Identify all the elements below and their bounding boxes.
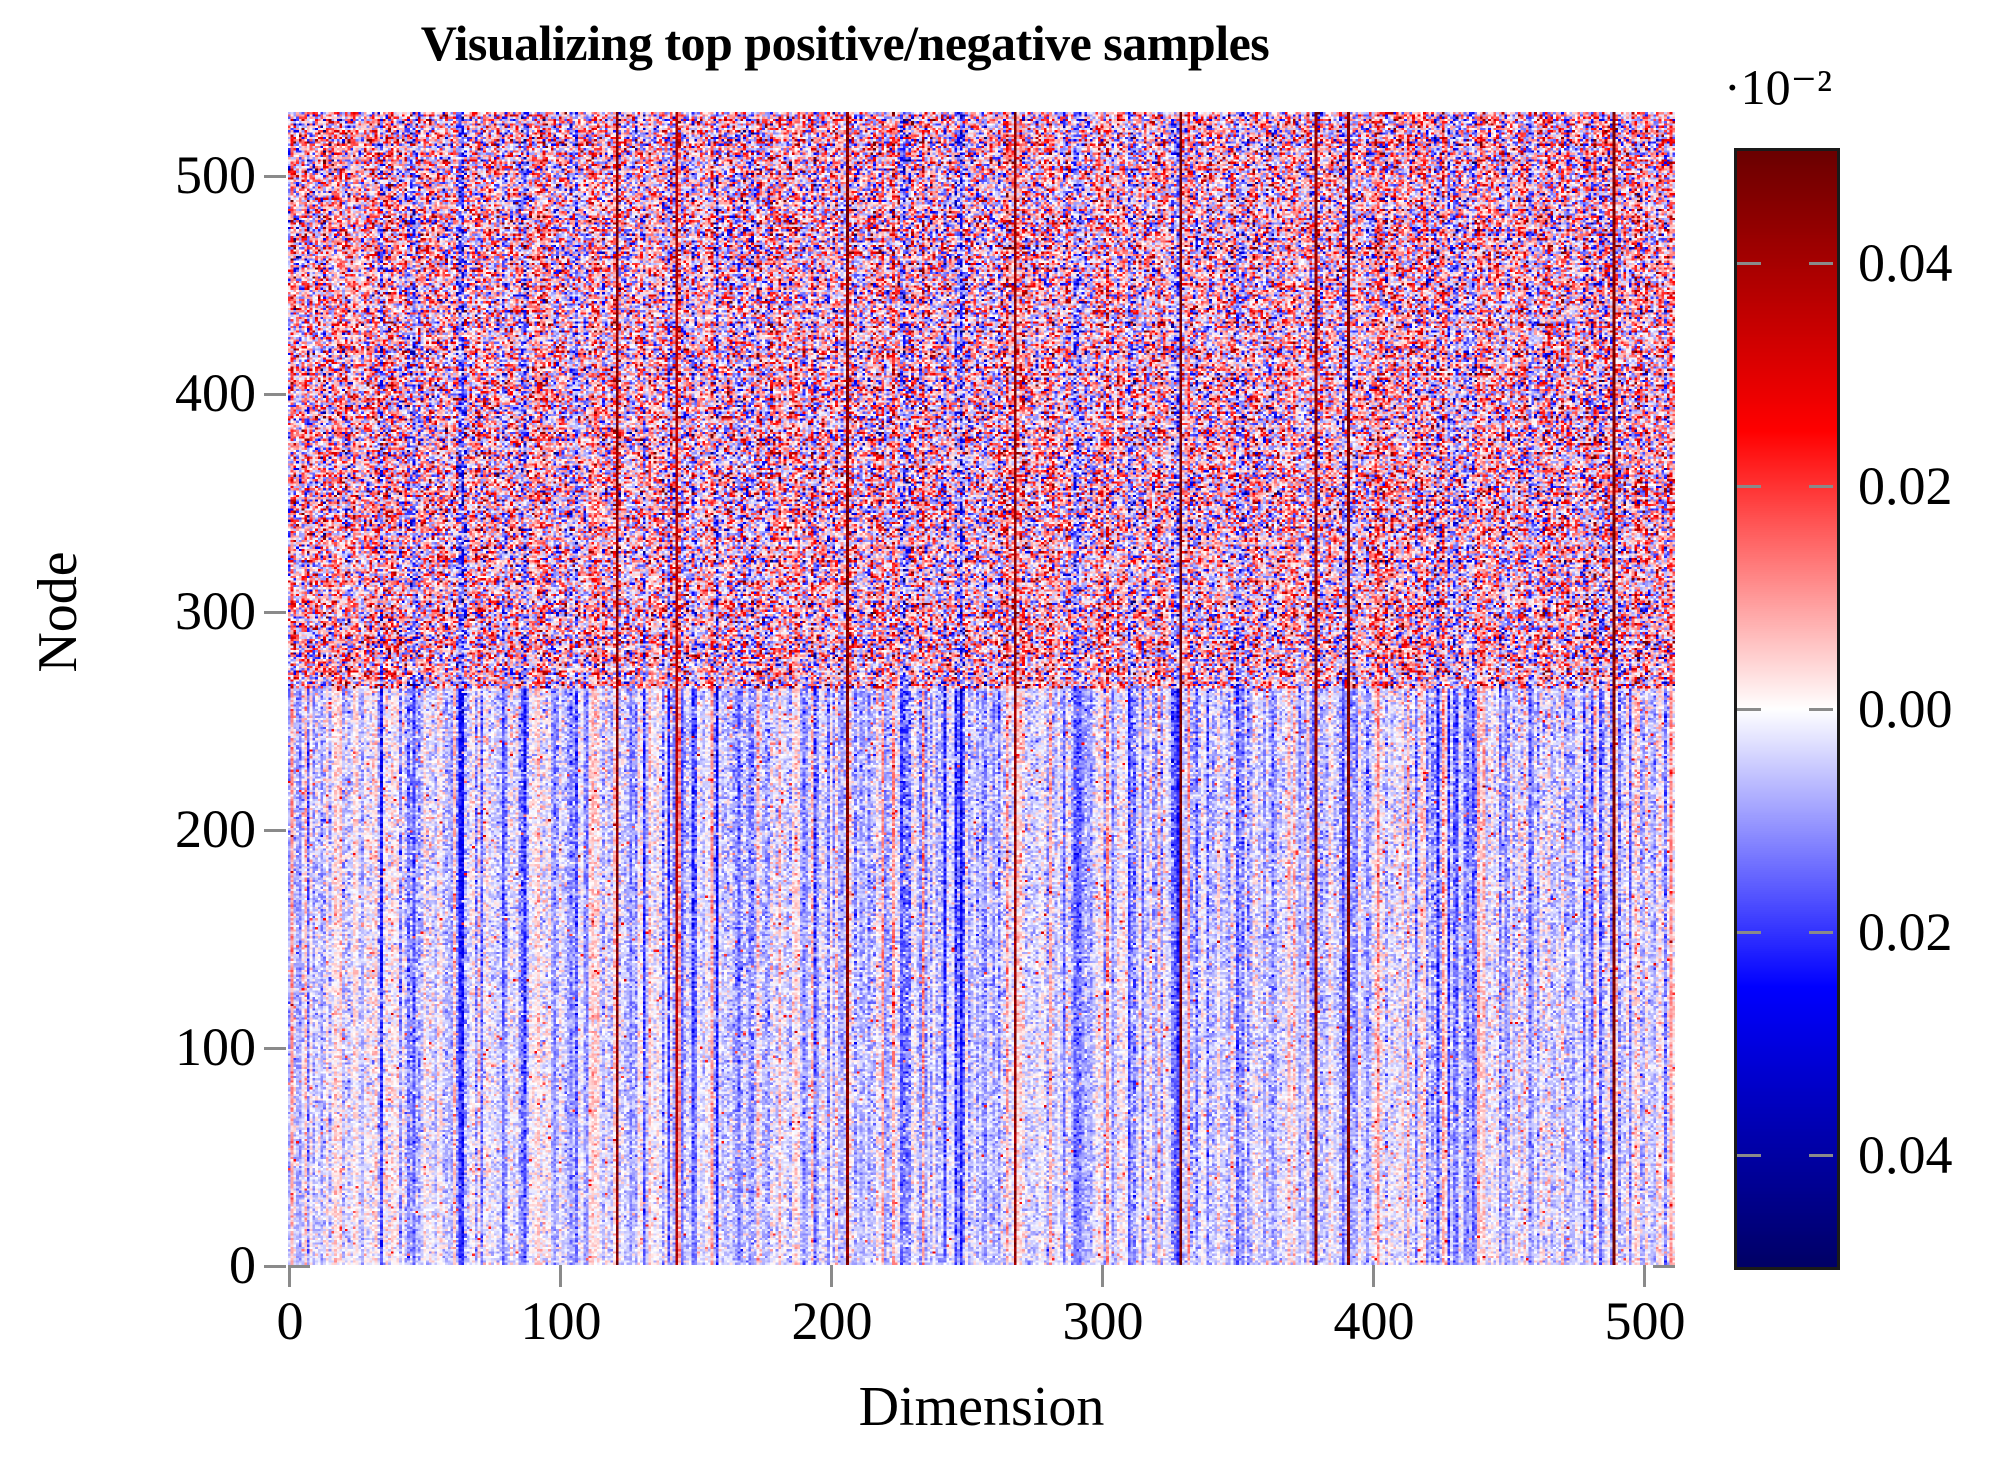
colorbar-tick-000-right	[1809, 708, 1833, 711]
y-tick-mark-0	[264, 1265, 286, 1268]
colorbar-label-004-negative: 0.04	[1858, 1125, 1953, 1185]
x-tick-label-300: 300	[1062, 1291, 1144, 1351]
y-tick-mark-500	[264, 175, 286, 178]
x-tick-mark-300	[1101, 1265, 1104, 1287]
y-tick-label-100: 100	[175, 1017, 256, 1077]
page-title: Visualizing top positive/negative sample…	[420, 15, 1270, 71]
y-tick-mark-400	[264, 393, 286, 396]
colorbar-tick-004p-right	[1809, 262, 1833, 265]
heatmap-plot-area	[288, 112, 1675, 1265]
colorbar-tick-002p-left	[1737, 485, 1761, 488]
y-tick-label-400: 400	[175, 363, 256, 423]
x-axis-stub	[288, 1265, 310, 1268]
x-tick-mark-100	[559, 1265, 562, 1287]
y-tick-label-500: 500	[175, 145, 256, 205]
heatmap-canvas	[288, 112, 1675, 1265]
colorbar-tick-002n-right	[1809, 931, 1833, 934]
colorbar-tick-004p-left	[1737, 262, 1761, 265]
x-axis-title: Dimension	[858, 1376, 1105, 1438]
x-tick-label-200: 200	[791, 1291, 873, 1351]
y-tick-mark-300	[264, 611, 286, 614]
colorbar-label-000: 0.00	[1858, 679, 1953, 739]
x-tick-mark-200	[830, 1265, 833, 1287]
colorbar-tick-002p-right	[1809, 485, 1833, 488]
x-tick-label-0: 0	[276, 1291, 304, 1351]
colorbar-tick-000-left	[1737, 708, 1761, 711]
y-tick-label-300: 300	[175, 581, 256, 641]
y-axis-title: Node	[27, 551, 89, 673]
y-tick-label-0: 0	[229, 1235, 256, 1295]
y-tick-mark-200	[264, 829, 286, 832]
colorbar-tick-004n-left	[1737, 1154, 1761, 1157]
colorbar-label-002-negative: 0.02	[1858, 902, 1953, 962]
x-axis-right-stub	[1653, 1265, 1675, 1268]
colorbar-label-002-positive: 0.02	[1858, 456, 1953, 516]
y-tick-mark-100	[264, 1047, 286, 1050]
x-tick-label-400: 400	[1333, 1291, 1415, 1351]
x-tick-mark-400	[1372, 1265, 1375, 1287]
x-tick-label-500: 500	[1604, 1291, 1686, 1351]
x-tick-label-100: 100	[520, 1291, 602, 1351]
colorbar-exponent-label: ·10⁻²	[1724, 59, 1833, 115]
x-tick-mark-0	[288, 1265, 291, 1287]
colorbar-label-004-positive: 0.04	[1858, 233, 1953, 293]
colorbar: 0.04 0.02 0.00 0.02 0.04	[1734, 148, 1953, 1270]
colorbar-tick-004n-right	[1809, 1154, 1833, 1157]
x-tick-mark-500	[1643, 1265, 1646, 1287]
colorbar-tick-002n-left	[1737, 931, 1761, 934]
y-tick-label-200: 200	[175, 799, 256, 859]
